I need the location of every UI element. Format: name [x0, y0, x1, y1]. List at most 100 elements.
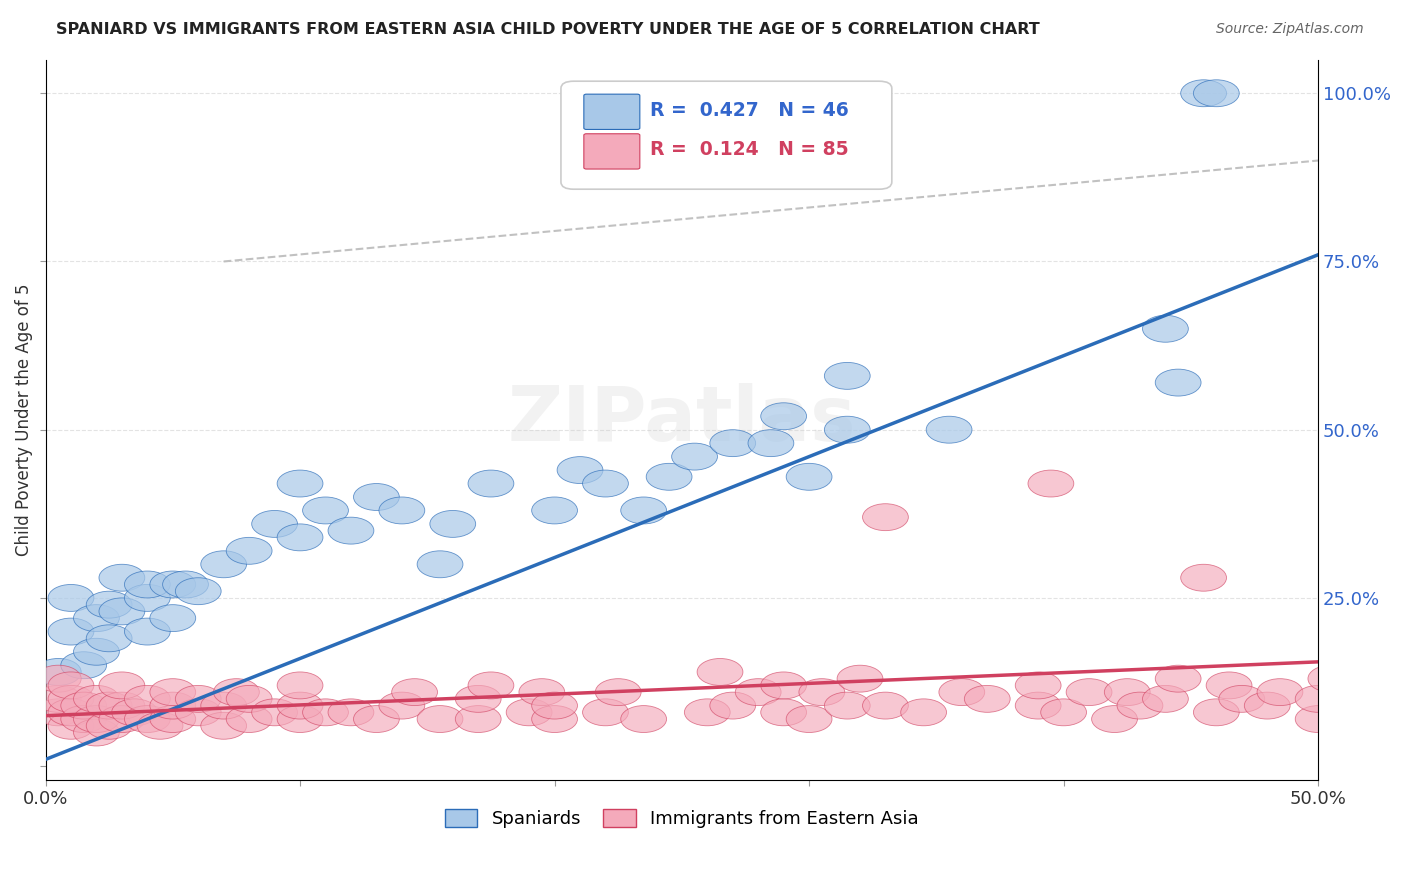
- Ellipse shape: [48, 713, 94, 739]
- Ellipse shape: [328, 517, 374, 544]
- Ellipse shape: [418, 551, 463, 578]
- Ellipse shape: [35, 698, 82, 726]
- Ellipse shape: [214, 679, 259, 706]
- Ellipse shape: [353, 483, 399, 510]
- Ellipse shape: [531, 692, 578, 719]
- Ellipse shape: [748, 430, 794, 457]
- Ellipse shape: [761, 403, 807, 430]
- Ellipse shape: [277, 706, 323, 732]
- Ellipse shape: [124, 618, 170, 645]
- FancyBboxPatch shape: [583, 134, 640, 169]
- Ellipse shape: [965, 685, 1010, 713]
- Ellipse shape: [1040, 698, 1087, 726]
- Ellipse shape: [48, 584, 94, 611]
- Ellipse shape: [468, 672, 513, 698]
- Ellipse shape: [86, 692, 132, 719]
- Ellipse shape: [98, 706, 145, 732]
- Ellipse shape: [1219, 685, 1264, 713]
- Ellipse shape: [1028, 470, 1074, 497]
- FancyBboxPatch shape: [583, 95, 640, 129]
- Ellipse shape: [277, 470, 323, 497]
- Ellipse shape: [1015, 692, 1062, 719]
- Ellipse shape: [48, 685, 94, 713]
- Ellipse shape: [380, 692, 425, 719]
- Ellipse shape: [761, 672, 807, 698]
- Ellipse shape: [73, 685, 120, 713]
- Ellipse shape: [226, 537, 271, 565]
- Ellipse shape: [277, 692, 323, 719]
- Ellipse shape: [531, 706, 578, 732]
- Ellipse shape: [150, 605, 195, 632]
- Ellipse shape: [60, 692, 107, 719]
- Ellipse shape: [824, 692, 870, 719]
- Ellipse shape: [901, 698, 946, 726]
- Ellipse shape: [1091, 706, 1137, 732]
- Ellipse shape: [35, 665, 82, 692]
- Ellipse shape: [1257, 679, 1303, 706]
- Ellipse shape: [697, 658, 742, 685]
- Ellipse shape: [328, 698, 374, 726]
- Ellipse shape: [1194, 698, 1239, 726]
- FancyBboxPatch shape: [561, 81, 891, 189]
- Ellipse shape: [48, 672, 94, 698]
- Ellipse shape: [111, 698, 157, 726]
- Ellipse shape: [35, 658, 82, 685]
- Ellipse shape: [380, 497, 425, 524]
- Ellipse shape: [468, 470, 513, 497]
- Ellipse shape: [761, 698, 807, 726]
- Ellipse shape: [1015, 672, 1062, 698]
- Ellipse shape: [620, 706, 666, 732]
- Ellipse shape: [862, 692, 908, 719]
- Ellipse shape: [672, 443, 717, 470]
- Ellipse shape: [939, 679, 984, 706]
- Ellipse shape: [1181, 79, 1226, 107]
- Ellipse shape: [35, 685, 82, 713]
- Ellipse shape: [48, 618, 94, 645]
- Ellipse shape: [582, 470, 628, 497]
- Text: R =  0.124   N = 85: R = 0.124 N = 85: [650, 140, 849, 159]
- Ellipse shape: [837, 665, 883, 692]
- Text: SPANIARD VS IMMIGRANTS FROM EASTERN ASIA CHILD POVERTY UNDER THE AGE OF 5 CORREL: SPANIARD VS IMMIGRANTS FROM EASTERN ASIA…: [56, 22, 1040, 37]
- Ellipse shape: [201, 551, 246, 578]
- Ellipse shape: [124, 584, 170, 611]
- Ellipse shape: [150, 692, 195, 719]
- Ellipse shape: [799, 679, 845, 706]
- Ellipse shape: [786, 706, 832, 732]
- Ellipse shape: [73, 639, 120, 665]
- Ellipse shape: [1156, 665, 1201, 692]
- Ellipse shape: [647, 463, 692, 491]
- Ellipse shape: [252, 698, 298, 726]
- Ellipse shape: [226, 685, 271, 713]
- Ellipse shape: [506, 698, 553, 726]
- Ellipse shape: [73, 706, 120, 732]
- Text: ZIPatlas: ZIPatlas: [508, 383, 856, 457]
- Ellipse shape: [1143, 685, 1188, 713]
- Ellipse shape: [302, 497, 349, 524]
- Ellipse shape: [1295, 706, 1341, 732]
- Ellipse shape: [176, 698, 221, 726]
- Ellipse shape: [201, 713, 246, 739]
- Ellipse shape: [927, 417, 972, 443]
- Ellipse shape: [531, 497, 578, 524]
- Text: R =  0.427   N = 46: R = 0.427 N = 46: [650, 101, 849, 120]
- Ellipse shape: [176, 578, 221, 605]
- Ellipse shape: [1244, 692, 1291, 719]
- Ellipse shape: [620, 497, 666, 524]
- Ellipse shape: [430, 510, 475, 537]
- Ellipse shape: [302, 698, 349, 726]
- Ellipse shape: [138, 713, 183, 739]
- Ellipse shape: [685, 698, 730, 726]
- Ellipse shape: [519, 679, 565, 706]
- Ellipse shape: [353, 706, 399, 732]
- Ellipse shape: [824, 362, 870, 389]
- Ellipse shape: [86, 713, 132, 739]
- Ellipse shape: [1295, 685, 1341, 713]
- Ellipse shape: [1104, 679, 1150, 706]
- Ellipse shape: [1194, 79, 1239, 107]
- Y-axis label: Child Poverty Under the Age of 5: Child Poverty Under the Age of 5: [15, 284, 32, 556]
- Ellipse shape: [786, 463, 832, 491]
- Ellipse shape: [176, 685, 221, 713]
- Ellipse shape: [862, 504, 908, 531]
- Ellipse shape: [86, 624, 132, 652]
- Ellipse shape: [582, 698, 628, 726]
